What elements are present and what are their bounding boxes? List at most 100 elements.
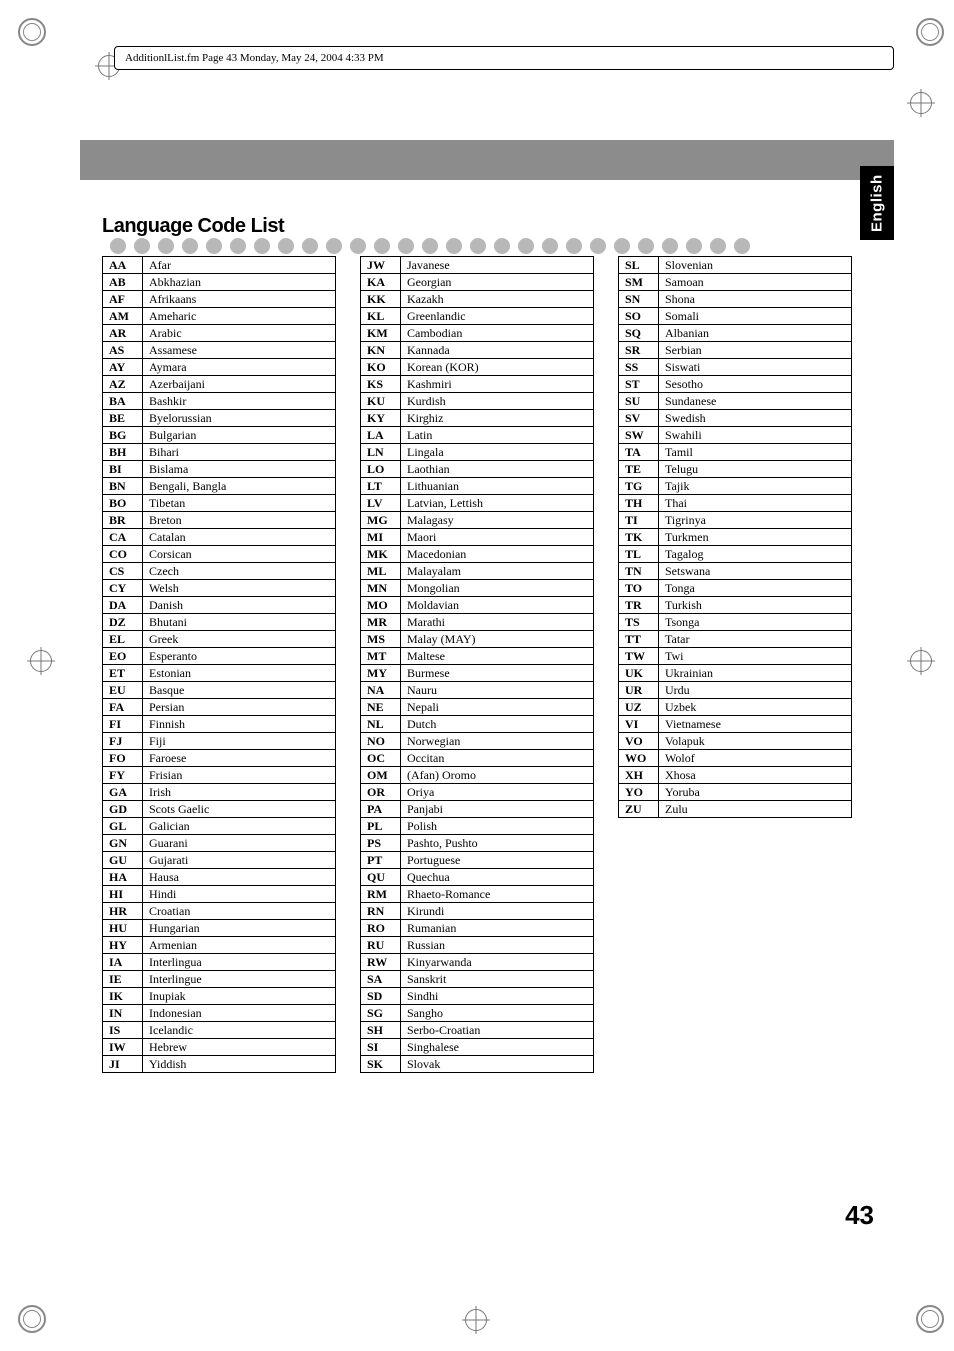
table-row: TRTurkish <box>619 597 852 614</box>
language-code-cell: ET <box>103 665 143 682</box>
language-code-cell: EL <box>103 631 143 648</box>
language-code-cell: GD <box>103 801 143 818</box>
table-row: AAAfar <box>103 257 336 274</box>
language-code-cell: SN <box>619 291 659 308</box>
table-row: BOTibetan <box>103 495 336 512</box>
language-name-cell: Tigrinya <box>659 512 852 529</box>
language-code-cell: SI <box>361 1039 401 1056</box>
table-row: SQAlbanian <box>619 325 852 342</box>
language-code-cell: TT <box>619 631 659 648</box>
language-code-cell: AM <box>103 308 143 325</box>
language-code-cell: IE <box>103 971 143 988</box>
language-code-cell: CO <box>103 546 143 563</box>
language-code-cell: PL <box>361 818 401 835</box>
table-row: RNKirundi <box>361 903 594 920</box>
table-row: EOEsperanto <box>103 648 336 665</box>
language-code-cell: CA <box>103 529 143 546</box>
table-row: AMAmeharic <box>103 308 336 325</box>
language-code-cell: TL <box>619 546 659 563</box>
language-name-cell: Portuguese <box>401 852 594 869</box>
language-code-cell: SV <box>619 410 659 427</box>
table-row: JIYiddish <box>103 1056 336 1073</box>
language-code-cell: BG <box>103 427 143 444</box>
language-code-cell: FA <box>103 699 143 716</box>
table-row: MIMaori <box>361 529 594 546</box>
language-name-cell: Urdu <box>659 682 852 699</box>
language-code-cell: TW <box>619 648 659 665</box>
table-row: HIHindi <box>103 886 336 903</box>
language-name-cell: Afrikaans <box>143 291 336 308</box>
table-row: CSCzech <box>103 563 336 580</box>
language-name-cell: Slovak <box>401 1056 594 1073</box>
language-code-cell: RN <box>361 903 401 920</box>
language-name-cell: Faroese <box>143 750 336 767</box>
language-name-cell: Corsican <box>143 546 336 563</box>
language-code-cell: GA <box>103 784 143 801</box>
table-row: BRBreton <box>103 512 336 529</box>
language-name-cell: Kurdish <box>401 393 594 410</box>
table-row: AYAymara <box>103 359 336 376</box>
language-code-cell: OC <box>361 750 401 767</box>
table-row: BNBengali, Bangla <box>103 478 336 495</box>
table-row: SISinghalese <box>361 1039 594 1056</box>
language-code-cell: ML <box>361 563 401 580</box>
section-header: Language Code List <box>102 215 894 259</box>
language-name-cell: Finnish <box>143 716 336 733</box>
language-name-cell: Georgian <box>401 274 594 291</box>
table-row: TSTsonga <box>619 614 852 631</box>
language-name-cell: Latin <box>401 427 594 444</box>
language-code-cell: FO <box>103 750 143 767</box>
language-name-cell: Uzbek <box>659 699 852 716</box>
language-name-cell: Nauru <box>401 682 594 699</box>
language-name-cell: Guarani <box>143 835 336 852</box>
table-row: MKMacedonian <box>361 546 594 563</box>
table-row: CYWelsh <box>103 580 336 597</box>
table-row: SOSomali <box>619 308 852 325</box>
table-row: NANauru <box>361 682 594 699</box>
language-name-cell: Laothian <box>401 461 594 478</box>
table-row: STSesotho <box>619 376 852 393</box>
language-code-cell: AZ <box>103 376 143 393</box>
language-code-cell: MG <box>361 512 401 529</box>
table-row: PLPolish <box>361 818 594 835</box>
language-code-cell: KO <box>361 359 401 376</box>
language-name-cell: Latvian, Lettish <box>401 495 594 512</box>
language-name-cell: Aymara <box>143 359 336 376</box>
language-code-cell: RU <box>361 937 401 954</box>
language-code-cell: PA <box>361 801 401 818</box>
table-row: OROriya <box>361 784 594 801</box>
language-code-cell: NA <box>361 682 401 699</box>
language-name-cell: Marathi <box>401 614 594 631</box>
language-name-cell: Bengali, Bangla <box>143 478 336 495</box>
language-code-cell: KY <box>361 410 401 427</box>
table-row: AFAfrikaans <box>103 291 336 308</box>
language-name-cell: Gujarati <box>143 852 336 869</box>
table-row: MTMaltese <box>361 648 594 665</box>
document-path-text: AdditionlList.fm Page 43 Monday, May 24,… <box>125 52 384 64</box>
language-name-cell: Irish <box>143 784 336 801</box>
language-code-cell: TI <box>619 512 659 529</box>
language-name-cell: Dutch <box>401 716 594 733</box>
table-row: HUHungarian <box>103 920 336 937</box>
table-row: NLDutch <box>361 716 594 733</box>
table-row: GNGuarani <box>103 835 336 852</box>
language-table-col1: AAAfarABAbkhazianAFAfrikaansAMAmeharicAR… <box>102 256 336 1073</box>
language-name-cell: Hungarian <box>143 920 336 937</box>
language-code-cell: LV <box>361 495 401 512</box>
table-row: KUKurdish <box>361 393 594 410</box>
language-name-cell: Kirghiz <box>401 410 594 427</box>
table-row: MSMalay (MAY) <box>361 631 594 648</box>
table-row: FOFaroese <box>103 750 336 767</box>
table-row: MYBurmese <box>361 665 594 682</box>
language-code-cell: SG <box>361 1005 401 1022</box>
table-row: MOMoldavian <box>361 597 594 614</box>
language-name-cell: Twi <box>659 648 852 665</box>
registration-mark-icon <box>30 650 52 672</box>
language-name-cell: (Afan) Oromo <box>401 767 594 784</box>
language-name-cell: Kinyarwanda <box>401 954 594 971</box>
table-row: PTPortuguese <box>361 852 594 869</box>
language-code-cell: XH <box>619 767 659 784</box>
language-name-cell: Hebrew <box>143 1039 336 1056</box>
language-code-cell: ST <box>619 376 659 393</box>
language-code-cell: BA <box>103 393 143 410</box>
